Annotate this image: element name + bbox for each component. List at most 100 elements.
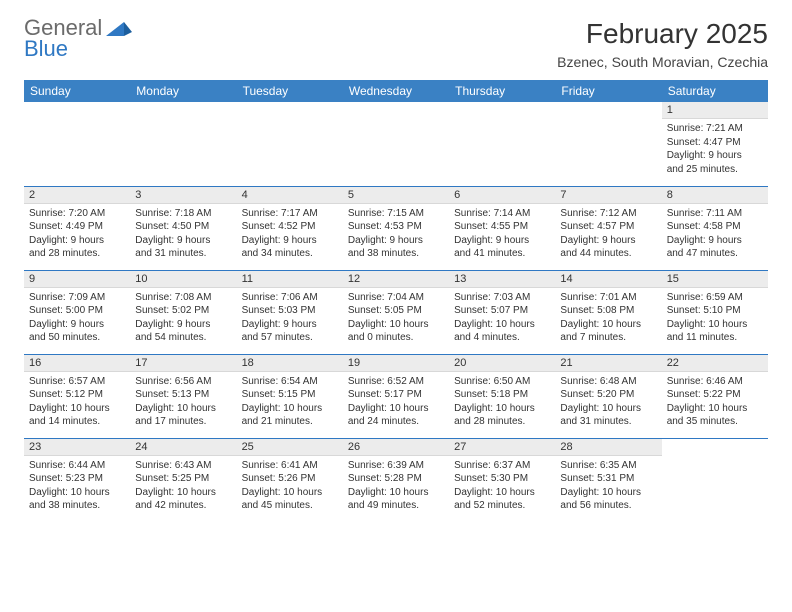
day-details: Sunrise: 6:52 AMSunset: 5:17 PMDaylight:… [343,372,449,433]
day-day2: and 44 minutes. [560,247,656,261]
day-details: Sunrise: 7:21 AMSunset: 4:47 PMDaylight:… [662,119,768,180]
day-sunset: Sunset: 5:08 PM [560,304,656,318]
logo-text: General Blue [24,18,102,60]
day-number: 12 [343,271,449,288]
day-day1: Daylight: 10 hours [560,486,656,500]
weekday-header: Monday [130,80,236,102]
day-sunset: Sunset: 4:58 PM [667,220,763,234]
calendar-day-cell [449,102,555,186]
day-sunset: Sunset: 5:17 PM [348,388,444,402]
day-day1: Daylight: 10 hours [135,402,231,416]
day-day1: Daylight: 10 hours [135,486,231,500]
day-day1: Daylight: 9 hours [242,318,338,332]
day-sunrise: Sunrise: 7:08 AM [135,291,231,305]
day-details: Sunrise: 6:46 AMSunset: 5:22 PMDaylight:… [662,372,768,433]
calendar-day-cell: 4Sunrise: 7:17 AMSunset: 4:52 PMDaylight… [237,186,343,270]
logo: General Blue [24,18,132,60]
day-details: Sunrise: 6:57 AMSunset: 5:12 PMDaylight:… [24,372,130,433]
day-number: 27 [449,439,555,456]
day-day1: Daylight: 10 hours [667,402,763,416]
calendar-day-cell [237,102,343,186]
day-sunset: Sunset: 5:25 PM [135,472,231,486]
day-day1: Daylight: 9 hours [454,234,550,248]
day-sunset: Sunset: 5:28 PM [348,472,444,486]
day-number: 7 [555,187,661,204]
day-sunset: Sunset: 5:05 PM [348,304,444,318]
day-day2: and 34 minutes. [242,247,338,261]
day-day1: Daylight: 10 hours [667,318,763,332]
day-day1: Daylight: 10 hours [348,318,444,332]
day-number: 28 [555,439,661,456]
day-sunset: Sunset: 4:52 PM [242,220,338,234]
day-day2: and 38 minutes. [29,499,125,513]
day-number: 17 [130,355,236,372]
calendar-day-cell: 6Sunrise: 7:14 AMSunset: 4:55 PMDaylight… [449,186,555,270]
logo-line2: Blue [24,39,102,60]
day-sunset: Sunset: 5:20 PM [560,388,656,402]
day-details: Sunrise: 6:39 AMSunset: 5:28 PMDaylight:… [343,456,449,517]
day-sunset: Sunset: 5:02 PM [135,304,231,318]
day-day2: and 35 minutes. [667,415,763,429]
day-details: Sunrise: 6:59 AMSunset: 5:10 PMDaylight:… [662,288,768,349]
day-sunrise: Sunrise: 7:04 AM [348,291,444,305]
day-sunrise: Sunrise: 6:56 AM [135,375,231,389]
day-sunset: Sunset: 5:03 PM [242,304,338,318]
day-sunrise: Sunrise: 6:54 AM [242,375,338,389]
day-number: 1 [662,102,768,119]
day-details: Sunrise: 7:09 AMSunset: 5:00 PMDaylight:… [24,288,130,349]
day-number: 20 [449,355,555,372]
day-number: 9 [24,271,130,288]
day-sunrise: Sunrise: 7:01 AM [560,291,656,305]
calendar-day-cell: 26Sunrise: 6:39 AMSunset: 5:28 PMDayligh… [343,438,449,522]
day-day2: and 50 minutes. [29,331,125,345]
day-sunrise: Sunrise: 7:03 AM [454,291,550,305]
calendar-day-cell: 27Sunrise: 6:37 AMSunset: 5:30 PMDayligh… [449,438,555,522]
day-details: Sunrise: 6:48 AMSunset: 5:20 PMDaylight:… [555,372,661,433]
day-day1: Daylight: 9 hours [667,149,763,163]
day-sunset: Sunset: 5:12 PM [29,388,125,402]
day-day1: Daylight: 9 hours [135,234,231,248]
calendar-day-cell: 14Sunrise: 7:01 AMSunset: 5:08 PMDayligh… [555,270,661,354]
calendar-day-cell [130,102,236,186]
day-day1: Daylight: 10 hours [454,318,550,332]
day-day2: and 21 minutes. [242,415,338,429]
day-day1: Daylight: 10 hours [242,486,338,500]
calendar-day-cell: 28Sunrise: 6:35 AMSunset: 5:31 PMDayligh… [555,438,661,522]
day-day2: and 42 minutes. [135,499,231,513]
calendar-week-row: 9Sunrise: 7:09 AMSunset: 5:00 PMDaylight… [24,270,768,354]
day-details: Sunrise: 7:08 AMSunset: 5:02 PMDaylight:… [130,288,236,349]
day-number: 8 [662,187,768,204]
day-number: 22 [662,355,768,372]
calendar-week-row: 23Sunrise: 6:44 AMSunset: 5:23 PMDayligh… [24,438,768,522]
day-sunset: Sunset: 5:23 PM [29,472,125,486]
day-day1: Daylight: 10 hours [560,402,656,416]
day-day2: and 54 minutes. [135,331,231,345]
calendar-day-cell: 5Sunrise: 7:15 AMSunset: 4:53 PMDaylight… [343,186,449,270]
day-number: 25 [237,439,343,456]
day-sunrise: Sunrise: 6:50 AM [454,375,550,389]
day-day1: Daylight: 10 hours [29,486,125,500]
day-sunrise: Sunrise: 6:48 AM [560,375,656,389]
day-day1: Daylight: 10 hours [348,486,444,500]
day-sunrise: Sunrise: 6:59 AM [667,291,763,305]
day-details: Sunrise: 6:50 AMSunset: 5:18 PMDaylight:… [449,372,555,433]
day-number: 6 [449,187,555,204]
day-details: Sunrise: 7:04 AMSunset: 5:05 PMDaylight:… [343,288,449,349]
logo-mark-icon [106,22,132,45]
day-sunset: Sunset: 4:57 PM [560,220,656,234]
calendar-day-cell: 9Sunrise: 7:09 AMSunset: 5:00 PMDaylight… [24,270,130,354]
day-day1: Daylight: 10 hours [242,402,338,416]
calendar-day-cell: 13Sunrise: 7:03 AMSunset: 5:07 PMDayligh… [449,270,555,354]
day-day1: Daylight: 9 hours [29,318,125,332]
day-day1: Daylight: 9 hours [667,234,763,248]
day-sunrise: Sunrise: 7:18 AM [135,207,231,221]
weekday-header: Sunday [24,80,130,102]
day-details: Sunrise: 7:20 AMSunset: 4:49 PMDaylight:… [24,204,130,265]
day-details: Sunrise: 7:01 AMSunset: 5:08 PMDaylight:… [555,288,661,349]
calendar-week-row: 16Sunrise: 6:57 AMSunset: 5:12 PMDayligh… [24,354,768,438]
day-sunrise: Sunrise: 6:57 AM [29,375,125,389]
calendar-day-cell: 22Sunrise: 6:46 AMSunset: 5:22 PMDayligh… [662,354,768,438]
day-day2: and 7 minutes. [560,331,656,345]
weekday-header: Tuesday [237,80,343,102]
title-block: February 2025 Bzenec, South Moravian, Cz… [557,18,768,70]
